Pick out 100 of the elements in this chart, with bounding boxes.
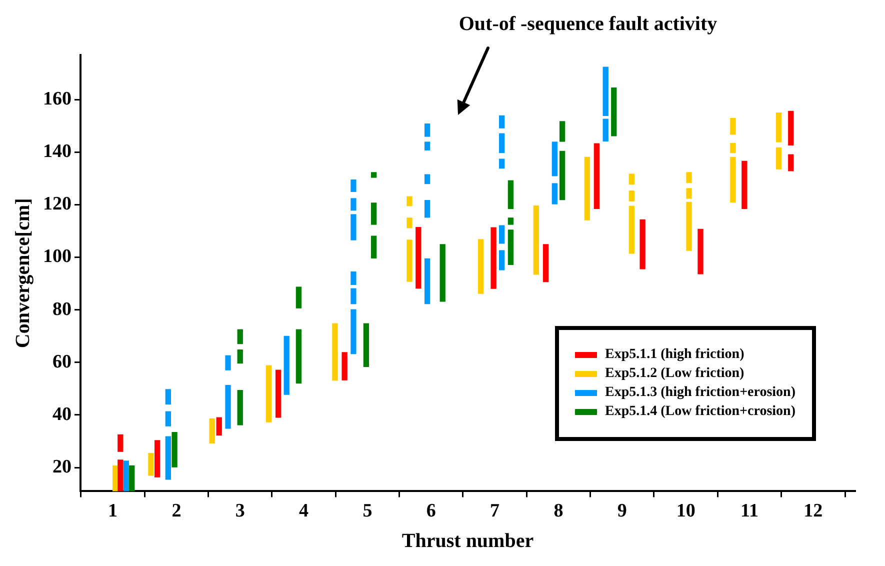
- bar: [686, 172, 692, 184]
- bar: [533, 206, 540, 275]
- legend-label: Exp5.1.1 (high friction): [605, 347, 744, 364]
- bar: [296, 329, 302, 384]
- bar: [371, 172, 377, 178]
- y-tick-label: 140: [43, 141, 72, 162]
- x-axis-title: Thrust number: [402, 530, 534, 552]
- bar: [371, 236, 377, 258]
- bar: [788, 154, 794, 172]
- bar: [424, 174, 430, 184]
- bar: [730, 156, 736, 202]
- bar: [172, 432, 178, 468]
- bar: [424, 124, 430, 137]
- y-tick-label: 120: [43, 194, 72, 215]
- x-tick-label: 4: [299, 500, 310, 522]
- y-tick-label: 100: [43, 246, 72, 268]
- bar: [424, 142, 430, 150]
- bar: [406, 196, 412, 206]
- bar: [165, 389, 171, 405]
- bar: [165, 411, 171, 426]
- y-tick-label: 80: [52, 298, 72, 320]
- bar: [118, 434, 124, 452]
- x-tick-label: 12: [804, 500, 823, 522]
- x-tick-label: 3: [235, 500, 245, 522]
- text: Out-of -sequence fault activity: [458, 13, 718, 36]
- bar: [552, 183, 558, 204]
- bar: [686, 202, 692, 251]
- bar: [602, 66, 608, 116]
- bar: [237, 390, 243, 426]
- bar: [371, 202, 377, 225]
- bar: [498, 115, 505, 128]
- bar: [237, 329, 243, 344]
- x-tick-label: 5: [362, 500, 372, 522]
- bar: [266, 365, 272, 422]
- bar: [611, 88, 617, 136]
- bar: [284, 336, 290, 395]
- bar: [216, 417, 222, 436]
- bar: [275, 370, 282, 418]
- bar: [686, 188, 692, 199]
- y-tick-label: 160: [43, 88, 72, 110]
- bar: [350, 288, 356, 304]
- legend-label: Exp5.1.3 (high friction+erosion): [605, 385, 796, 402]
- bar: [406, 218, 412, 228]
- bar: [552, 142, 558, 176]
- bar: [209, 418, 215, 444]
- x-tick-label: 7: [490, 500, 500, 522]
- x-tick-label: 1: [108, 500, 118, 522]
- y-axis-title: Convergence[cm]: [12, 198, 34, 348]
- bar: [363, 323, 370, 367]
- bar: [118, 460, 124, 492]
- bar: [776, 147, 782, 170]
- bar: [559, 150, 566, 200]
- bar: [350, 198, 356, 211]
- bar: [730, 142, 736, 154]
- bar: [424, 258, 430, 304]
- bar: [508, 180, 514, 210]
- bar: [342, 352, 348, 380]
- bar: [478, 239, 484, 294]
- x-tick-label: 6: [426, 500, 436, 522]
- bar: [416, 227, 422, 289]
- bar: [730, 118, 736, 135]
- bar: [776, 112, 782, 142]
- bar: [542, 244, 549, 282]
- bar: [498, 158, 505, 169]
- bar: [498, 133, 505, 154]
- bar: [508, 230, 514, 266]
- bar: [237, 350, 243, 364]
- bar: [628, 190, 635, 202]
- x-tick-label: 10: [676, 500, 696, 522]
- bar: [559, 121, 566, 142]
- bar: [440, 244, 446, 302]
- bar: [350, 271, 356, 285]
- legend-label: Exp5.1.2 (Low friction): [605, 366, 744, 382]
- bar: [698, 228, 704, 274]
- x-tick-label: 11: [740, 500, 758, 522]
- bar: [788, 110, 794, 146]
- bar: [332, 323, 338, 381]
- bar: [490, 227, 496, 289]
- bar: [350, 179, 356, 192]
- bar: [628, 174, 635, 185]
- bar: [148, 453, 154, 476]
- bar: [640, 219, 646, 270]
- bar: [424, 200, 430, 218]
- y-tick-label: 60: [52, 351, 72, 372]
- bar: [498, 225, 505, 244]
- bar: [225, 384, 231, 429]
- bar: [123, 460, 129, 492]
- bar: [350, 309, 356, 354]
- x-tick-label: 8: [554, 500, 564, 522]
- bar: [350, 214, 356, 240]
- bar: [742, 160, 748, 210]
- bar: [602, 118, 608, 142]
- bar: [129, 465, 135, 492]
- bar: [584, 156, 590, 220]
- bar: [406, 240, 412, 282]
- bar: [508, 218, 514, 225]
- bar: [165, 436, 171, 480]
- bar: [154, 440, 160, 478]
- y-tick-label: 20: [52, 456, 72, 478]
- x-tick-label: 2: [172, 500, 182, 522]
